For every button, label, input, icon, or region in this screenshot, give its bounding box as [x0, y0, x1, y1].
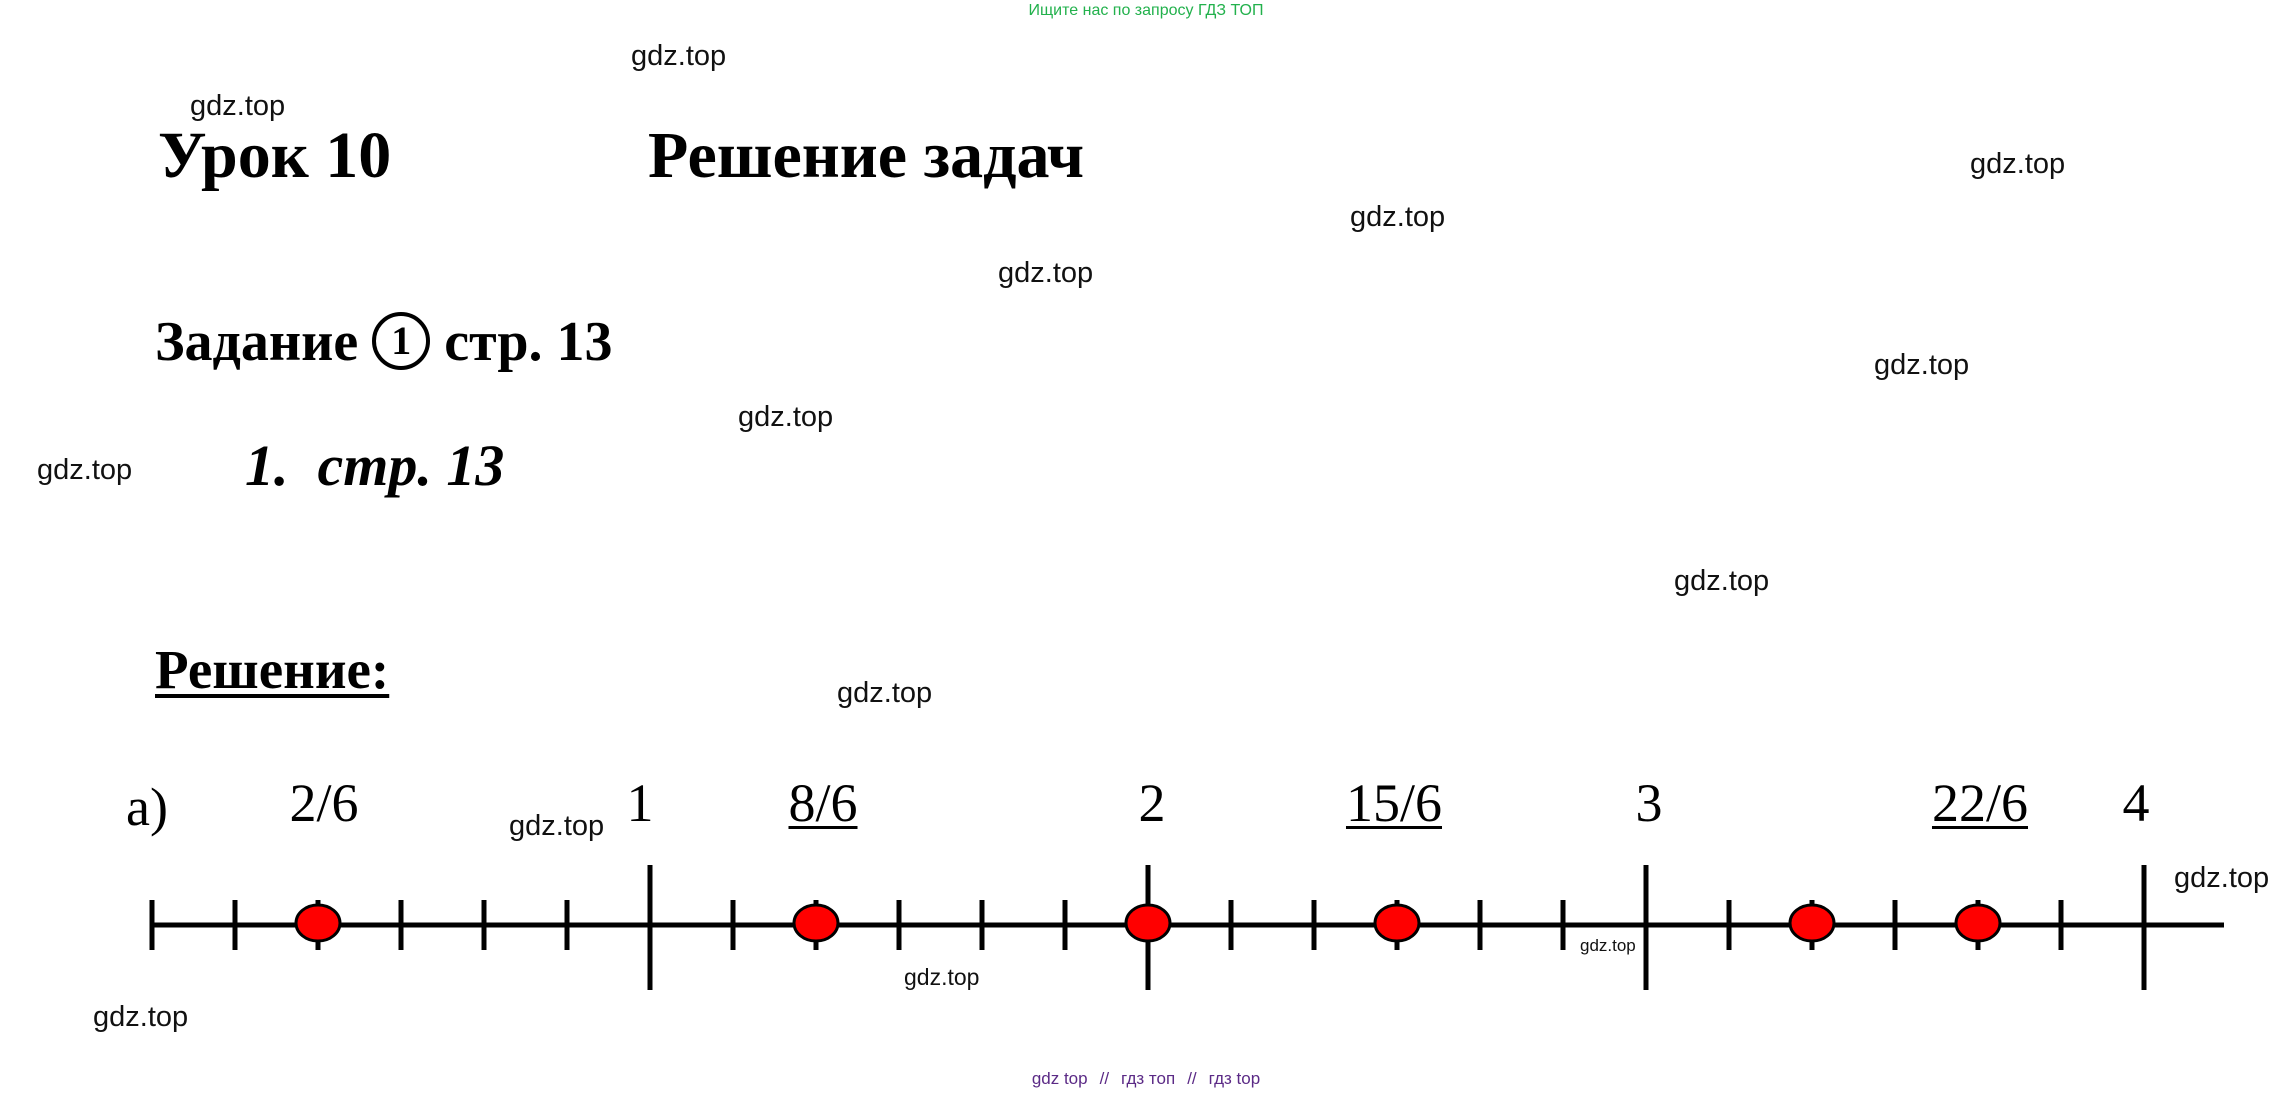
task-suffix: стр. 13 [444, 311, 613, 373]
watermark: gdz.top [837, 677, 933, 709]
footer: gdz top // гдз топ // гдз top [0, 1069, 2292, 1089]
footer-link[interactable]: гдз топ [1121, 1069, 1176, 1088]
fraction-label: 2/6 [289, 773, 359, 833]
part-label: а) [126, 777, 168, 837]
integer-label: 3 [1635, 773, 1663, 833]
footer-link[interactable]: gdz top [1031, 1069, 1088, 1088]
point-marker [294, 903, 342, 943]
watermark: gdz.top [93, 1001, 189, 1033]
watermark: gdz.top [37, 454, 133, 486]
footer-link[interactable]: гдз top [1208, 1069, 1261, 1088]
task-number-circle: 1 [372, 312, 431, 370]
integer-label: 1 [626, 773, 654, 833]
watermark: gdz.top [1674, 565, 1770, 597]
watermark: gdz.top [1874, 349, 1970, 381]
point-marker [1788, 903, 1836, 943]
footer-separator: // [1099, 1069, 1110, 1088]
watermark: gdz.top [190, 90, 286, 122]
task-heading: Задание 1 стр. 13 [155, 310, 612, 374]
watermark: gdz.top [1970, 148, 2066, 180]
watermark: gdz.top [631, 40, 727, 72]
fraction-label: 8/6 [788, 773, 858, 833]
watermark: gdz.top [509, 810, 605, 842]
integer-label: 2 [1138, 773, 1166, 833]
lesson-topic: Решение задач [648, 119, 1085, 192]
fraction-label: 15/6 [1345, 773, 1443, 833]
point-marker [1124, 903, 1172, 943]
fraction-label: 22/6 [1931, 773, 2029, 833]
watermark: gdz.top [1580, 936, 1636, 955]
task-prefix: Задание [155, 311, 359, 373]
point-marker [792, 903, 840, 943]
point-marker [1373, 903, 1421, 943]
watermark: gdz.top [998, 257, 1094, 289]
watermark: gdz.top [1350, 201, 1446, 233]
watermark: gdz.top [2174, 862, 2270, 894]
point-marker [1954, 903, 2002, 943]
watermark: gdz.top [738, 401, 834, 433]
footer-separator: // [1187, 1069, 1197, 1088]
lesson-title: Урок 10 [158, 119, 392, 192]
task-reference: 1. стр. 13 [245, 433, 505, 498]
integer-label: 4 [2122, 773, 2150, 833]
watermark: gdz.top [904, 964, 980, 990]
top-banner: Ищите нас по запросу ГДЗ ТОП [1028, 2, 1264, 19]
solution-label: Решение: [155, 639, 390, 700]
